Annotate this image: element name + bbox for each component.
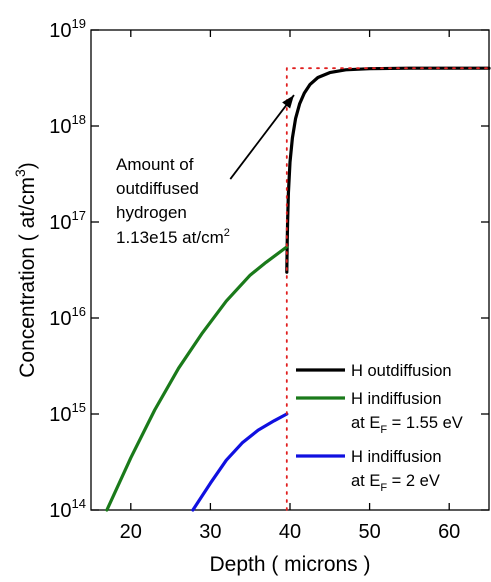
annotation: Amount of outdiffused hydrogen 1.13e15 a… [116, 155, 230, 247]
legend-label-outdiffusion: H outdiffusion [351, 362, 452, 380]
y-tick-label: 1016 [49, 304, 86, 330]
legend-label-indiffusion-2-condition: at EF = 2 eV [351, 472, 440, 494]
y-axis-ticks: 1014 1015 1016 1017 1018 1019 [49, 16, 489, 522]
y-tick-label: 1019 [49, 16, 86, 42]
legend-label-indiffusion-2: H indiffusion [351, 448, 442, 466]
annotation-line-4: 1.13e15 at/cm2 [116, 227, 230, 247]
annotation-line-1: Amount of [116, 155, 194, 174]
series-line-2 [191, 412, 289, 512]
y-tick-label: 1015 [49, 400, 86, 426]
annotation-arrow-head [282, 95, 294, 109]
series-layer [105, 66, 491, 512]
annotation-arrow [229, 94, 295, 180]
annotation-arrow-shaft [229, 94, 295, 180]
legend-label-indiffusion-155-condition: at EF = 1.55 eV [351, 414, 463, 436]
y-tick-label: 1018 [49, 112, 86, 138]
annotation-line-2: outdiffused [116, 179, 199, 198]
x-axis-label: Depth ( microns ) [209, 553, 370, 576]
y-tick-label: 1017 [49, 208, 86, 234]
x-tick-label: 60 [438, 521, 460, 543]
legend: H outdiffusion H indiffusion at EF = 1.5… [296, 362, 463, 494]
series-line-3 [285, 67, 490, 511]
y-axis-label: Concentration ( at/cm3) [12, 162, 39, 378]
x-tick-label: 30 [199, 521, 221, 543]
x-axis-ticks: 20 30 40 50 60 [120, 30, 460, 543]
series-line-1 [105, 245, 289, 512]
legend-label-indiffusion-155: H indiffusion [351, 390, 442, 408]
x-tick-label: 20 [120, 521, 142, 543]
x-tick-label: 40 [279, 521, 301, 543]
x-tick-label: 50 [358, 521, 380, 543]
annotation-line-3: hydrogen [116, 203, 187, 222]
y-tick-label: 1014 [49, 496, 86, 522]
series-line-0 [285, 66, 491, 274]
